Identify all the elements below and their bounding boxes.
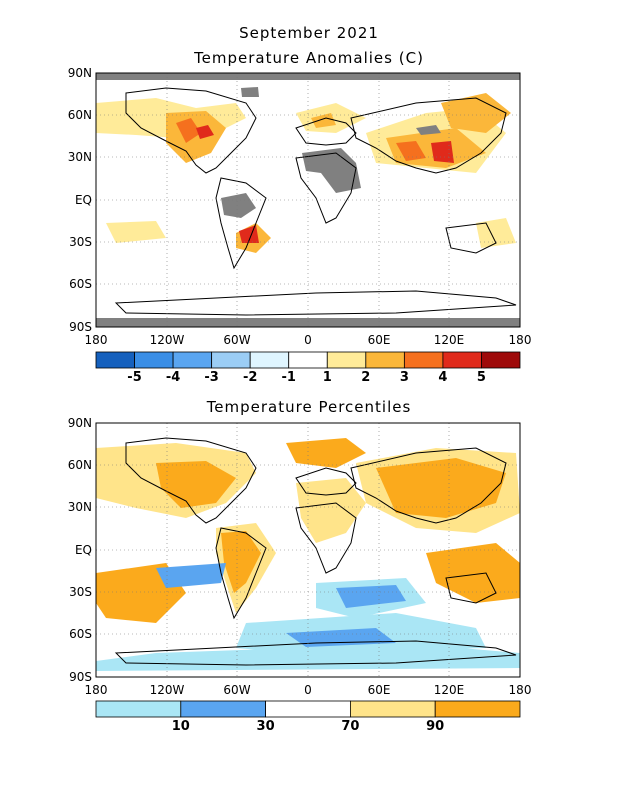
missing-data-north-band (96, 73, 520, 80)
graticule (96, 423, 520, 677)
graticule (96, 73, 520, 327)
colorbar-swatch (265, 700, 351, 718)
lon-label: 60E (367, 333, 391, 347)
colorbar-swatch (481, 351, 521, 369)
lon-label: 120E (433, 683, 465, 697)
colorbar-label: 5 (476, 370, 486, 385)
lat-label: EQ (74, 193, 92, 207)
colorbar-label: -1 (281, 370, 296, 385)
month-year-title: September 2021 (239, 24, 379, 42)
colorbar-swatch (95, 700, 182, 718)
lon-label: 60E (367, 683, 391, 697)
anomaly-colorbar (95, 351, 521, 369)
colorbar-label: -2 (242, 370, 258, 385)
lon-label: 0 (304, 683, 312, 697)
lat-label: 90S (69, 670, 92, 684)
colorbar-swatch (326, 351, 367, 369)
lat-label: 90N (67, 416, 92, 430)
lat-label: 60N (67, 458, 92, 472)
colorbar-label: 10 (171, 719, 190, 734)
lat-label: 30S (69, 585, 92, 599)
lat-label: 30N (67, 500, 92, 514)
colorbar-swatch (95, 351, 135, 369)
percentile-fills (96, 438, 520, 671)
lat-label: 90S (69, 320, 92, 334)
lon-label: 180 (508, 683, 532, 697)
anomaly-map (95, 72, 521, 328)
colorbar-swatch (249, 351, 290, 369)
colorbar-swatch (403, 351, 444, 369)
colorbar-label: 30 (256, 719, 275, 734)
missing-data-south-band (96, 318, 520, 327)
colorbar-label: -5 (127, 370, 142, 385)
coastlines (114, 437, 517, 666)
percentile-colorbar (95, 700, 521, 718)
lat-label: EQ (74, 543, 92, 557)
lon-label: 120W (149, 333, 185, 347)
missing-data-patches (221, 87, 441, 218)
colorbar-label: 2 (361, 370, 371, 385)
percentile-map-title: Temperature Percentiles (206, 398, 412, 416)
colorbar-label: 1 (322, 370, 332, 385)
colorbar-swatch (180, 700, 267, 718)
colorbar-swatch (434, 700, 521, 718)
colorbar-label: 90 (426, 719, 445, 734)
lat-label: 30S (69, 235, 92, 249)
colorbar-swatch (442, 351, 482, 369)
anomaly-map-title: Temperature Anomalies (C) (194, 49, 424, 67)
lon-label: 180 (508, 333, 532, 347)
lat-label: 30N (67, 150, 92, 164)
lon-label: 120W (149, 683, 185, 697)
lat-label: 60N (67, 108, 92, 122)
lon-label: 180 (84, 683, 108, 697)
lon-label: 180 (84, 333, 108, 347)
colorbar-swatch (211, 351, 251, 369)
colorbar-label: 4 (438, 370, 448, 385)
percentile-map (95, 422, 521, 678)
lat-label: 60S (69, 277, 92, 291)
colorbar-swatch (172, 351, 213, 369)
colorbar-label: -4 (165, 370, 181, 385)
colorbar-swatch (365, 351, 405, 369)
lon-label: 60W (223, 683, 251, 697)
lon-label: 120E (433, 333, 465, 347)
colorbar-swatch (134, 351, 174, 369)
lon-label: 60W (223, 333, 251, 347)
colorbar-swatch (349, 700, 436, 718)
lon-label: 0 (304, 333, 312, 347)
lat-label: 60S (69, 627, 92, 641)
colorbar-label: -3 (204, 370, 219, 385)
colorbar-swatch (288, 351, 328, 369)
coastlines (114, 87, 517, 316)
colorbar-label: 70 (341, 719, 360, 734)
lat-label: 90N (67, 66, 92, 80)
colorbar-label: 3 (399, 370, 409, 385)
